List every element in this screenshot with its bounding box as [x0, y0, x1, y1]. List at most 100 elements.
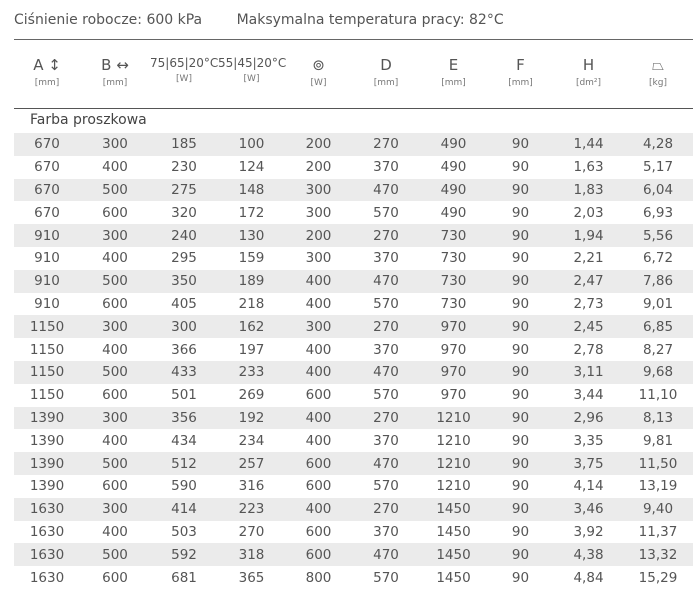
table-cell: 4,28: [642, 136, 674, 153]
column-header: 75|65|20°C [W]: [150, 56, 218, 88]
table-cell: 670: [34, 159, 60, 176]
table-cell: 316: [238, 478, 265, 495]
table-cell: 11,50: [638, 455, 678, 472]
column-label: F: [516, 56, 525, 74]
table-cell: 100: [238, 136, 265, 153]
column-label: 75|65|20°C: [150, 56, 219, 70]
table-cell: 365: [238, 569, 265, 586]
table-cell: 570: [373, 387, 399, 404]
table-cell: 500: [102, 364, 128, 381]
column-header: 55|45|20°C [W]: [218, 56, 287, 88]
column-unit: [mm]: [441, 78, 466, 88]
table-cell: 730: [440, 227, 467, 244]
table-cell: 9,81: [642, 432, 674, 449]
table-cell: 240: [171, 227, 197, 244]
table-cell: 400: [102, 159, 128, 176]
table-cell: 90: [511, 295, 530, 312]
table-cell: 470: [373, 455, 399, 472]
table-cell: 159: [238, 250, 265, 267]
column-label: A ↕: [33, 56, 61, 74]
table-cell: 2,78: [573, 341, 604, 358]
table-cell: 8,27: [642, 341, 674, 358]
column-label: D: [380, 56, 392, 74]
table-cell: 300: [102, 409, 128, 426]
column-unit: [W]: [176, 74, 192, 84]
table-cell: 3,44: [573, 387, 604, 404]
table-cell: 295: [171, 250, 197, 267]
table-cell: 3,46: [573, 501, 604, 518]
table-cell: 592: [171, 546, 197, 563]
column-unit: [W]: [243, 74, 260, 84]
table-cell: 1150: [29, 318, 65, 335]
table-cell: 230: [171, 159, 197, 176]
table-row: 1150 500 433 233 400 470 970 90 3,11 9,68: [14, 360, 693, 384]
table-cell: 8,13: [642, 409, 674, 426]
table-cell: 400: [305, 364, 332, 381]
table-cell: 1210: [436, 409, 471, 426]
table-cell: 433: [171, 364, 197, 381]
column-header: B ↔ [mm]: [80, 56, 150, 88]
table-cell: 350: [171, 273, 197, 290]
table-cell: 366: [171, 341, 197, 358]
table-cell: 470: [373, 546, 399, 563]
table-cell: 1450: [436, 523, 471, 540]
table-cell: 257: [238, 455, 265, 472]
table-cell: 1390: [29, 432, 65, 449]
table-row: 910 600 405 218 400 570 730 90 2,73 9,01: [14, 293, 693, 316]
column-header: ⏢ [kg]: [623, 56, 693, 88]
table-cell: 270: [238, 523, 265, 540]
column-unit: [W]: [310, 78, 327, 88]
table-cell: 1630: [29, 501, 65, 518]
table-cell: 300: [305, 204, 332, 221]
table-cell: 570: [373, 478, 399, 495]
table-cell: 730: [440, 250, 467, 267]
column-header: ⊚ [W]: [285, 56, 352, 88]
column-header: D [mm]: [352, 56, 420, 88]
table-row: 1390 600 590 316 600 570 1210 90 4,14 13,19: [14, 475, 693, 498]
table-cell: 1450: [436, 501, 471, 518]
table-cell: 200: [305, 136, 332, 153]
table-cell: 2,03: [573, 204, 604, 221]
info-bar: Ciśnienie robocze: 600 kPa Maksymalna te…: [14, 12, 534, 28]
table-cell: 910: [34, 295, 60, 312]
table-cell: 600: [305, 478, 332, 495]
table-cell: 501: [171, 387, 197, 404]
table-cell: 490: [440, 181, 467, 198]
table-cell: 600: [102, 478, 128, 495]
table-cell: 500: [102, 181, 128, 198]
table-cell: 1,94: [573, 227, 604, 244]
table-cell: 90: [511, 341, 530, 358]
table-cell: 512: [171, 455, 197, 472]
table-row: 1150 300 300 162 300 270 970 90 2,45 6,85: [14, 315, 693, 339]
table-cell: 730: [440, 273, 467, 290]
table-cell: 400: [305, 501, 332, 518]
table-cell: 4,14: [573, 478, 604, 495]
table-cell: 490: [440, 136, 467, 153]
table-cell: 356: [171, 409, 197, 426]
table-cell: 300: [102, 318, 128, 335]
table-body: 670 300 185 100 200 270 490 90 1,44 4,28 670 400 230…: [14, 133, 693, 589]
column-unit: [mm]: [508, 78, 533, 88]
table-cell: 200: [305, 227, 332, 244]
table-cell: 90: [511, 204, 530, 221]
table-cell: 90: [511, 181, 530, 198]
table-row: 1150 600 501 269 600 570 970 90 3,44 11,10: [14, 384, 693, 407]
table-cell: 370: [373, 159, 399, 176]
table-cell: 500: [102, 455, 128, 472]
table-cell: 90: [511, 409, 530, 426]
table-cell: 400: [305, 273, 332, 290]
weight-icon: ⏢: [651, 56, 664, 74]
table-row: 910 500 350 189 400 470 730 90 2,47 7,86: [14, 269, 693, 293]
table-cell: 400: [102, 250, 128, 267]
table-header: A ↕ [mm] B ↔ [mm] 75|65|20°C [W] 55|45|20°C [W]…: [14, 56, 693, 88]
table-cell: 470: [373, 273, 399, 290]
table-cell: 2,96: [573, 409, 604, 426]
table-cell: 223: [238, 501, 265, 518]
table-row: 1630 400 503 270 600 370 1450 90 3,92 11,37: [14, 521, 693, 544]
divider: [14, 108, 693, 109]
table-cell: 185: [171, 136, 197, 153]
table-row: 670 400 230 124 200 370 490 90 1,63 5,17: [14, 156, 693, 179]
table-cell: 269: [238, 387, 265, 404]
column-label: 55|45|20°C: [218, 56, 287, 70]
table-cell: 5,56: [642, 227, 674, 244]
